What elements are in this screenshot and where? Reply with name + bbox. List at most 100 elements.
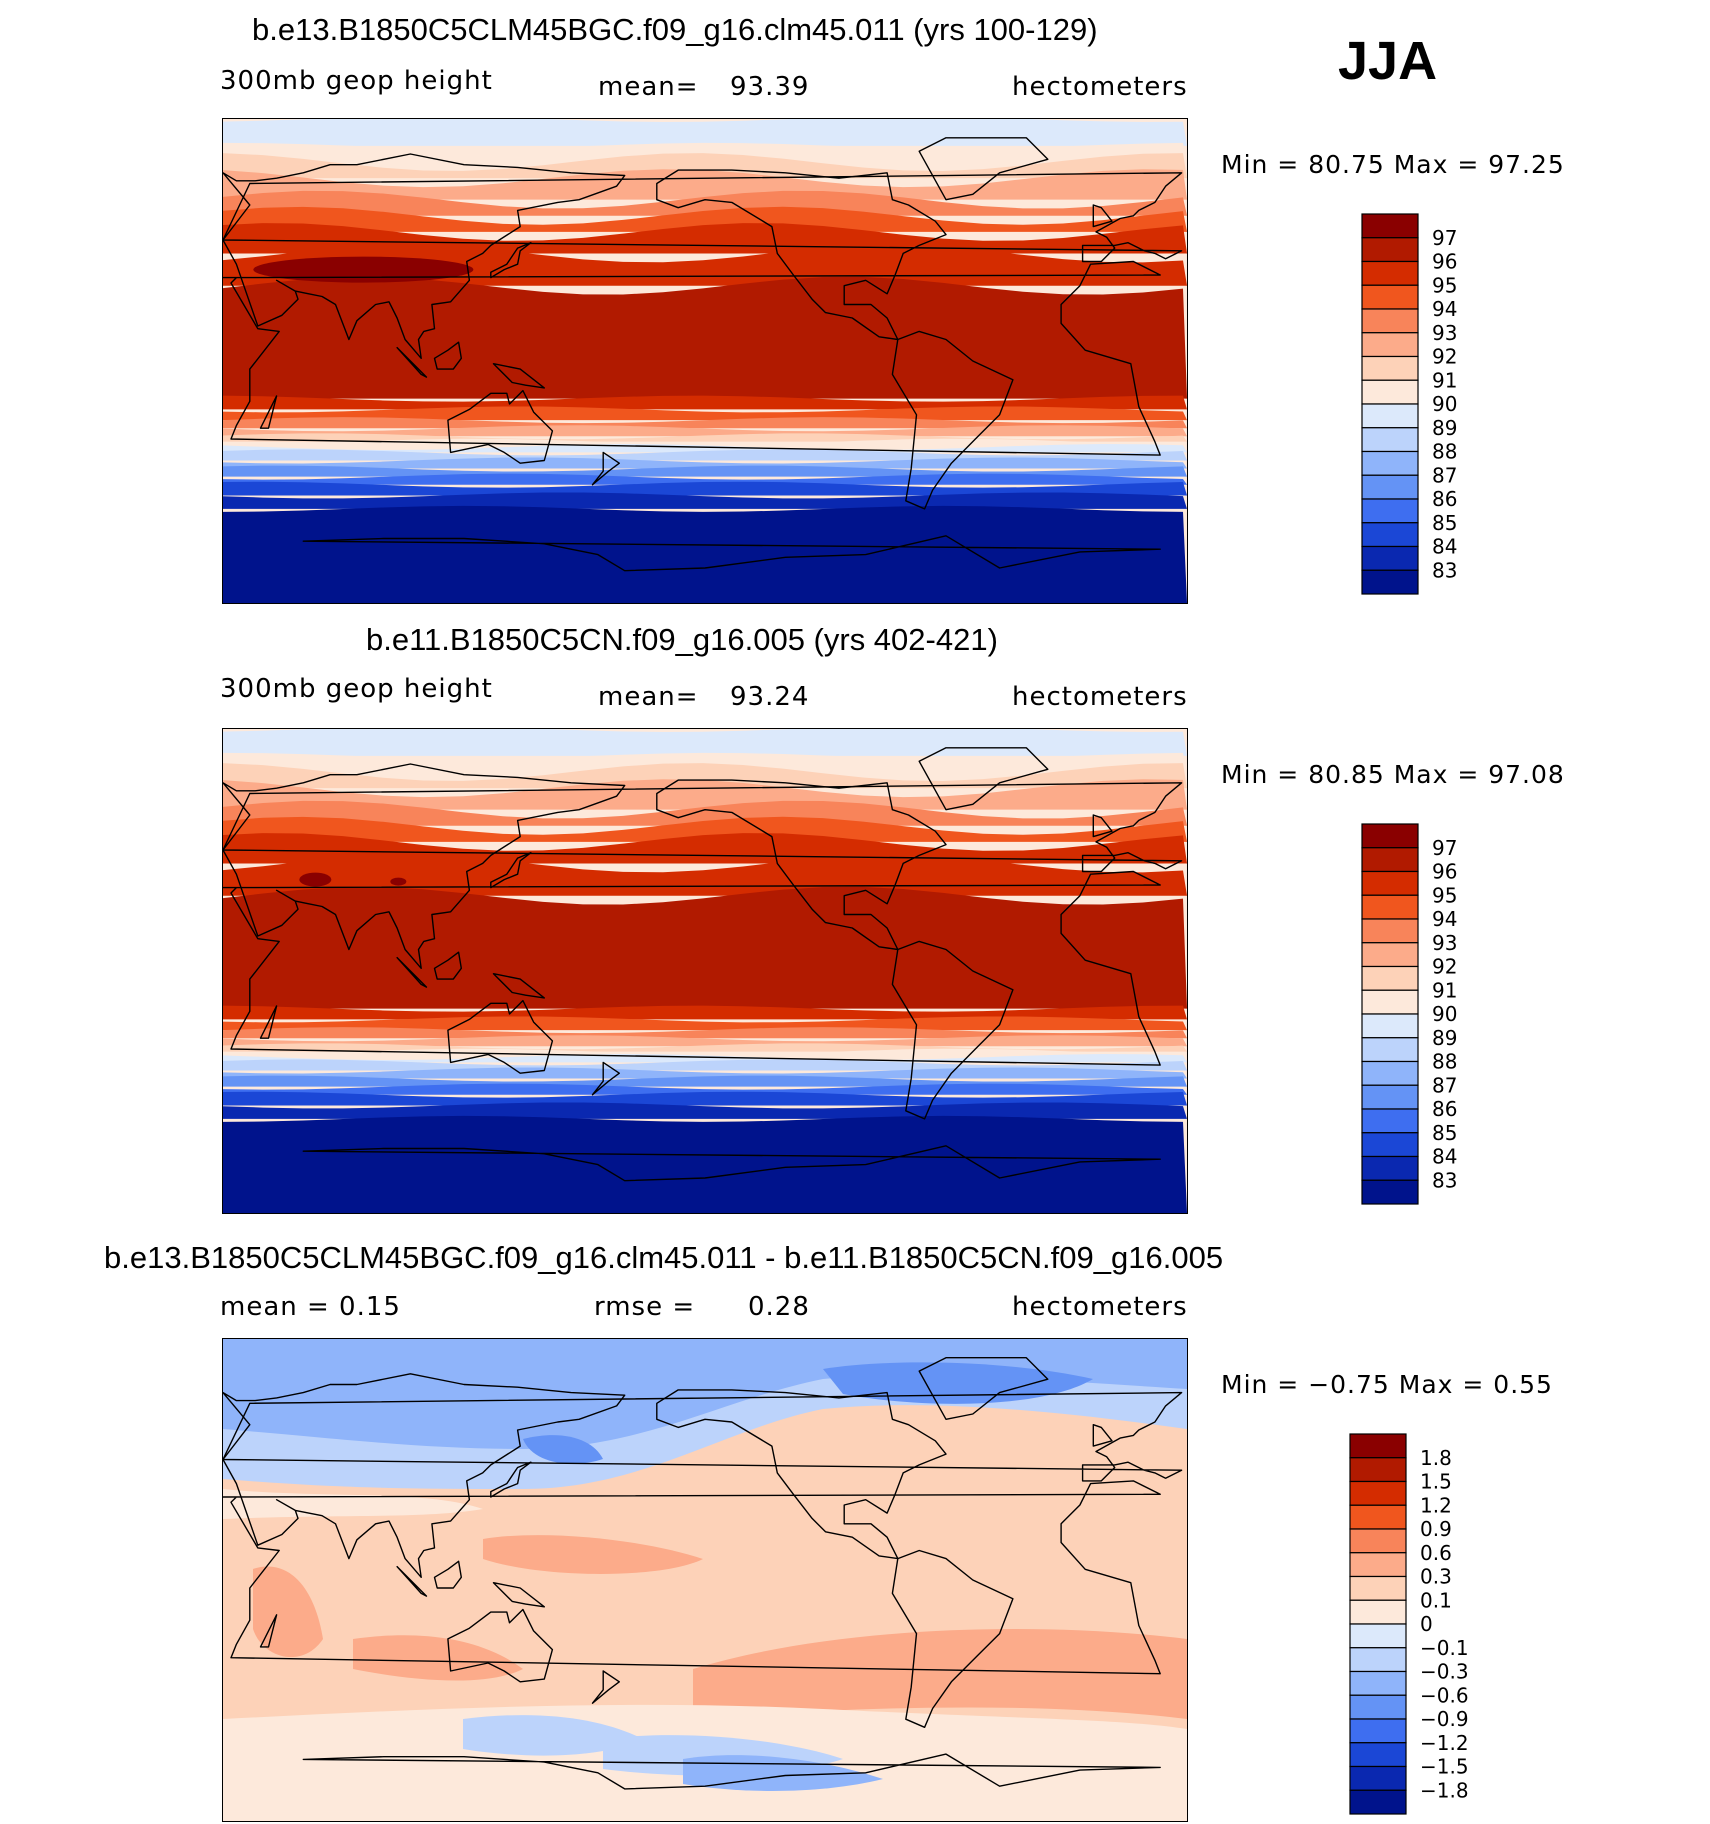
colorbar-swatch	[1349, 1718, 1407, 1744]
contour-band	[223, 417, 1187, 429]
panel1-map-svg	[223, 119, 1187, 603]
season-label: JJA	[1338, 31, 1438, 91]
contour-band	[223, 223, 1187, 254]
colorbar-tick-label: −0.3	[1420, 1660, 1469, 1684]
panel2-units: hectometers	[1012, 682, 1188, 712]
contour-band	[223, 779, 1187, 810]
coastline-segment	[492, 363, 545, 389]
colorbar-swatch	[1361, 1132, 1419, 1158]
coastline-segment	[223, 782, 1183, 873]
colorbar-swatch	[1349, 1504, 1407, 1530]
colorbar-tick-label: 0.1	[1420, 1588, 1452, 1612]
colorbar-swatch	[1361, 1155, 1419, 1181]
colorbar-tick-label: 0.9	[1420, 1517, 1452, 1541]
panel1-minmax: Min = 80.75 Max = 97.25	[1221, 150, 1565, 179]
coastline-segment	[1092, 204, 1113, 228]
coastline-segment	[490, 1461, 532, 1498]
colorbar-tick-label: 92	[1432, 345, 1457, 369]
colorbar-swatch	[1361, 1084, 1419, 1110]
coastline-segment	[259, 1005, 278, 1039]
coastline-segment	[891, 940, 1014, 1120]
coastline-segment	[223, 260, 1161, 456]
colorbar-swatch	[1361, 474, 1419, 500]
coastline-segment	[433, 1560, 462, 1589]
colorbar-swatch	[1349, 1647, 1407, 1673]
colorbar-tick-label: −0.6	[1420, 1683, 1469, 1707]
panel3-map	[222, 1338, 1188, 1822]
contour-band	[223, 169, 1187, 200]
panel3-title: b.e13.B1850C5CLM45BGC.f09_g16.clm45.011 …	[104, 1240, 1224, 1275]
colorbar-tick-label: 95	[1432, 273, 1457, 297]
contour-band	[223, 833, 1187, 864]
coastline-segment	[302, 1753, 1161, 1790]
contour-band	[223, 444, 1187, 453]
colorbar-swatch	[1361, 1179, 1419, 1205]
panel1-colorbar: 97 96 95 94 93 92 91 90 89 88 87 86 85 84 83	[1360, 212, 1480, 595]
colorbar-tick-label: −0.1	[1420, 1636, 1469, 1660]
colorbar-tick-label: 92	[1432, 955, 1457, 979]
contour-band	[463, 1715, 643, 1756]
contour-band	[223, 142, 1187, 163]
coastline-segment	[259, 1614, 278, 1648]
colorbar-swatch	[1361, 403, 1419, 429]
contour-band	[223, 465, 1187, 477]
tibetan-high	[390, 877, 407, 886]
colorbar-tick-label: 91	[1432, 978, 1457, 1002]
panel1-title: b.e13.B1850C5CLM45BGC.f09_g16.clm45.011 …	[252, 12, 1098, 47]
panel1-mean-label: mean=	[598, 72, 699, 102]
colorbar-tick-label: 83	[1432, 558, 1457, 582]
colorbar-tick-label: 84	[1432, 1145, 1457, 1169]
contour-band	[353, 1635, 523, 1681]
colorbar-tick-label: 85	[1432, 511, 1457, 535]
contour-band	[223, 1067, 1187, 1079]
colorbar-swatch	[1361, 498, 1419, 524]
colorbar-tick-label: 86	[1432, 1097, 1457, 1121]
colorbar-swatch	[1361, 237, 1419, 263]
tibetan-high	[253, 256, 474, 283]
tibetan-high	[299, 872, 332, 887]
panel1-mean-value: 93.39	[730, 72, 810, 102]
colorbar-swatch	[1349, 1670, 1407, 1696]
colorbar-tick-label: −1.8	[1420, 1778, 1469, 1802]
colorbar-tick-label: 88	[1432, 440, 1457, 464]
colorbar-swatch	[1349, 1742, 1407, 1768]
contour-band	[223, 1035, 1187, 1047]
colorbar-swatch	[1361, 308, 1419, 334]
contour-band	[223, 752, 1187, 773]
contour-band	[523, 1435, 603, 1464]
colorbar-swatch	[1361, 569, 1419, 595]
panel3-units: hectometers	[1012, 1292, 1188, 1322]
colorbar-swatch	[1349, 1575, 1407, 1601]
colorbar-swatch	[1361, 847, 1419, 873]
coastline-segment	[918, 747, 1049, 811]
colorbar-swatch	[1349, 1694, 1407, 1720]
colorbar-tick-label: 86	[1432, 487, 1457, 511]
panel3-rmse-label: rmse =	[594, 1292, 696, 1322]
colorbar-tick-label: 85	[1432, 1121, 1457, 1145]
coastline-segment	[396, 956, 428, 988]
colorbar-tick-label: 93	[1432, 321, 1457, 345]
colorbar-tick-label: −0.9	[1420, 1707, 1469, 1731]
colorbar-tick-label: −1.5	[1420, 1755, 1469, 1779]
contour-band	[223, 1048, 1187, 1058]
colorbar-tick-label: 97	[1432, 226, 1457, 250]
coastline-segment	[433, 341, 462, 370]
colorbar-swatch	[1361, 823, 1419, 849]
colorbar-swatch	[1361, 522, 1419, 548]
colorbar-tick-label: 94	[1432, 297, 1457, 321]
coastline-segment	[1092, 1424, 1113, 1447]
colorbar-tick-label: 84	[1432, 535, 1457, 559]
colorbar-swatch	[1349, 1789, 1407, 1815]
coastline-segment	[1092, 814, 1113, 838]
colorbar-swatch	[1349, 1528, 1407, 1554]
panel3-rmse-value: 0.28	[748, 1292, 810, 1322]
colorbar-tick-label: 83	[1432, 1168, 1457, 1192]
coastline-segment	[433, 951, 462, 980]
colorbar-tick-label: 0.3	[1420, 1565, 1452, 1589]
colorbar-tick-label: 90	[1432, 1002, 1457, 1026]
coastline-segment	[259, 395, 278, 429]
colorbar-tick-label: 89	[1432, 416, 1457, 440]
contour-band	[253, 1566, 323, 1658]
